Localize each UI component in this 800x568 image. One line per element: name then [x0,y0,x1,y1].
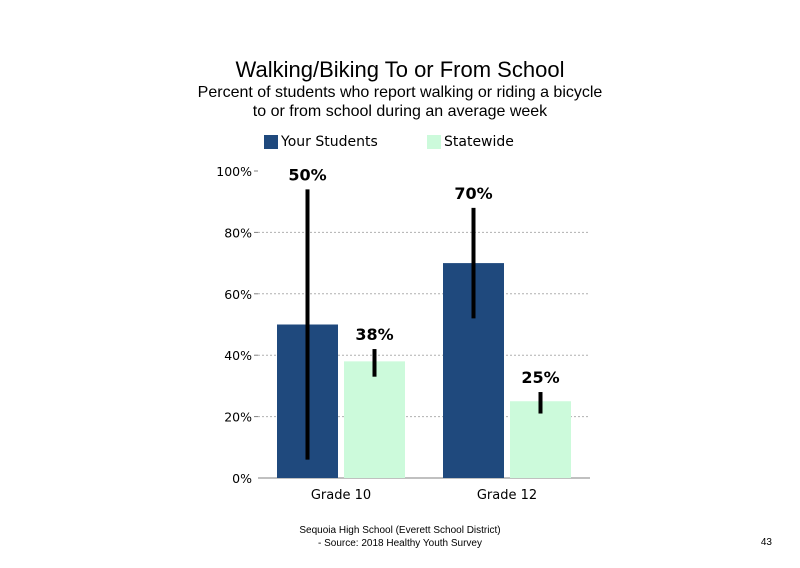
x-tick-label: Grade 12 [477,488,537,503]
subtitle-line-2: to or from school during an average week [252,103,548,120]
legend-swatch-your-students [264,135,278,149]
data-label: 25% [521,368,559,387]
y-tick-label: 100% [216,164,252,179]
chart-subtitle: Percent of students who report walking o… [0,83,800,121]
data-label: 70% [454,184,492,203]
data-label: 38% [355,325,393,344]
footer-school: Sequoia High School (Everett School Dist… [299,525,501,536]
footer-survey-source: - Source: 2018 Healthy Youth Survey [318,538,482,549]
bar-statewide [344,361,405,478]
bar-statewide [510,401,571,478]
legend-label-your-students: Your Students [281,134,378,150]
footer-source: Sequoia High School (Everett School Dist… [0,524,800,550]
legend-item-your-students: Your Students [264,133,378,151]
legend-item-statewide: Statewide [427,133,514,151]
y-tick-label: 60% [224,287,252,302]
y-tick-label: 20% [224,410,252,425]
y-tick-label: 0% [232,471,252,486]
legend-label-statewide: Statewide [444,134,514,150]
subtitle-line-1: Percent of students who report walking o… [197,84,603,101]
data-label: 50% [288,165,326,184]
chart-title: Walking/Biking To or From School [235,57,565,82]
legend-swatch-statewide [427,135,441,149]
slide-number: 43 [760,537,772,548]
x-tick-label: Grade 10 [311,488,371,503]
y-tick-label: 80% [224,225,252,240]
y-tick-label: 40% [224,348,252,363]
